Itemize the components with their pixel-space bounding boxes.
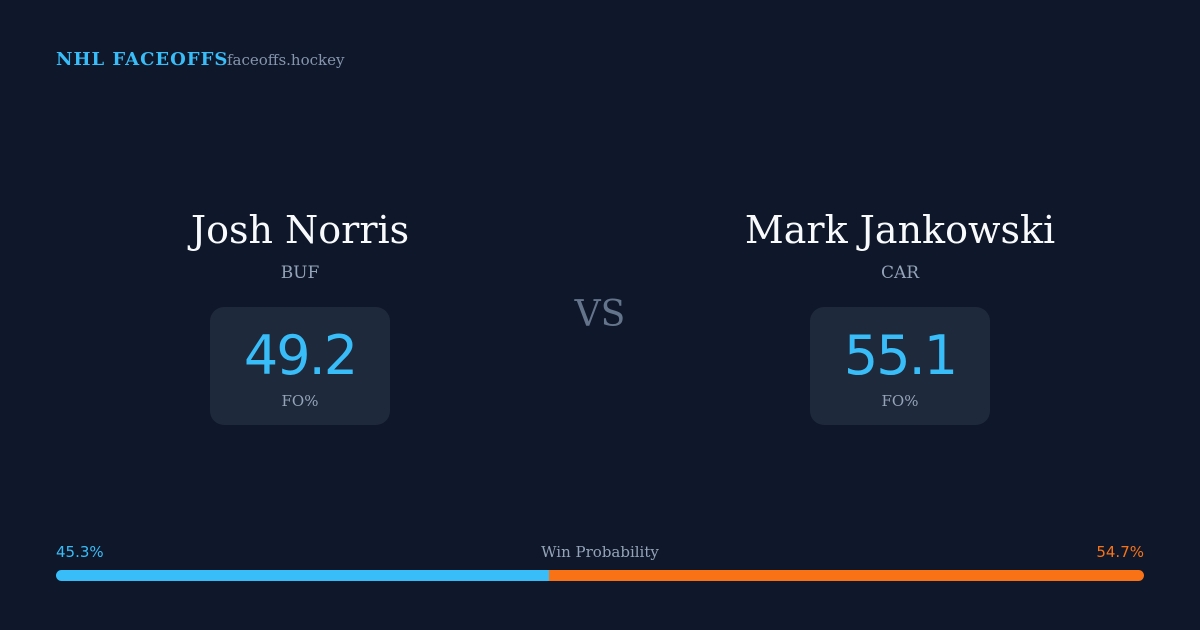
site-name: faceoffs.hockey bbox=[227, 51, 345, 69]
player-card: Josh Norris BUF 49.2 FO% bbox=[0, 205, 600, 425]
stat-box: 55.1 FO% bbox=[809, 307, 991, 425]
stat-box: 49.2 FO% bbox=[209, 307, 391, 425]
win-prob-segment bbox=[548, 570, 1144, 581]
stat-label: FO% bbox=[881, 392, 919, 410]
vs: VS bbox=[574, 294, 626, 335]
win-prob-bar bbox=[56, 570, 1144, 581]
player-name: Josh Norris bbox=[190, 208, 410, 252]
player-card: Mark Jankowski CAR 55.1 FO% bbox=[600, 205, 1200, 425]
player-name: Mark Jankowski bbox=[744, 208, 1056, 252]
win-prob-label: Win Probability bbox=[541, 543, 659, 561]
stat-value: 49.2 bbox=[243, 324, 358, 387]
team: BUF bbox=[280, 263, 320, 283]
win-prob-right: 54.7% bbox=[1096, 543, 1144, 561]
win-prob-segment bbox=[56, 570, 549, 581]
brand: NHL FACEOFFS bbox=[56, 49, 229, 70]
stat-label: FO% bbox=[281, 392, 319, 410]
win-prob-left: 45.3% bbox=[56, 543, 104, 561]
team: CAR bbox=[880, 263, 920, 283]
stat-value: 55.1 bbox=[843, 324, 958, 387]
